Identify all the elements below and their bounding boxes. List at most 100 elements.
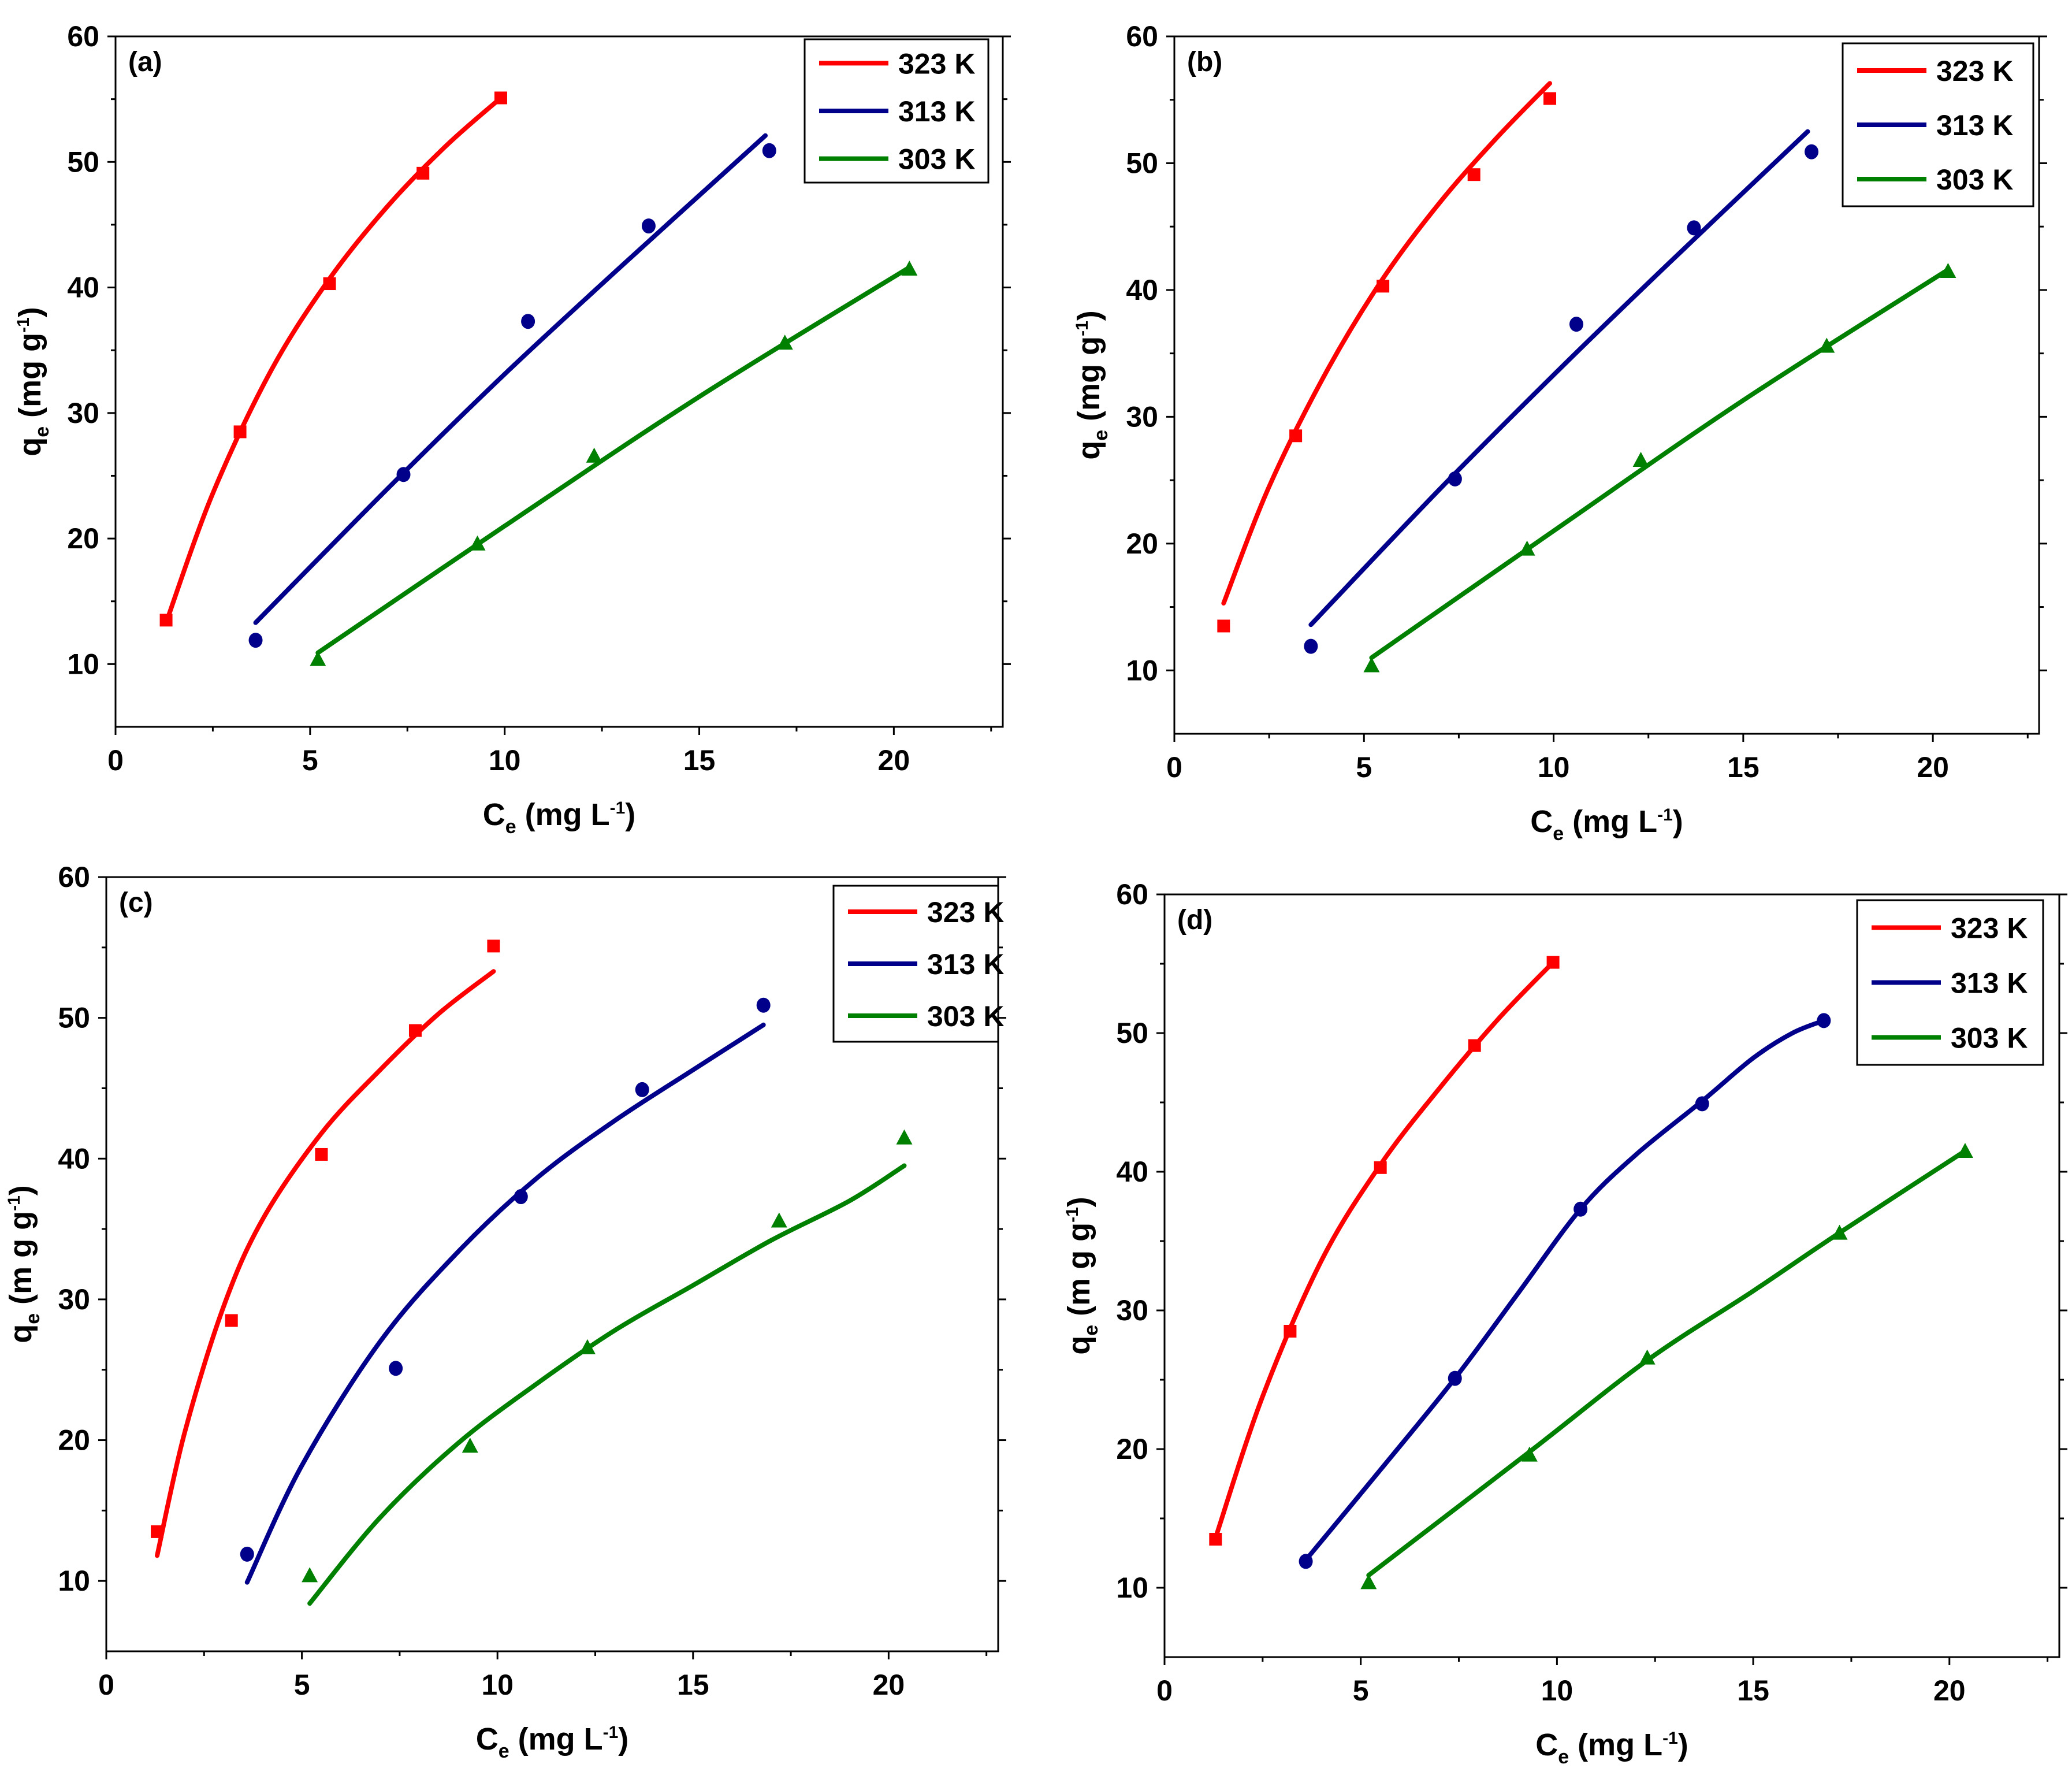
panel-label: (c)	[119, 887, 153, 918]
x-tick-label: 0	[98, 1669, 114, 1701]
y-tick-label: 30	[58, 1283, 90, 1316]
legend-label: 303 K	[898, 143, 975, 176]
data-point-313k	[1304, 638, 1318, 654]
data-point-303k	[1818, 337, 1835, 353]
fit-curve-313k	[1308, 129, 1810, 627]
data-point-313k	[1448, 471, 1462, 486]
data-point-303k	[776, 335, 793, 350]
data-point-313k	[641, 218, 656, 234]
y-tick-label: 20	[58, 1424, 90, 1457]
fit-curve-323k	[155, 969, 496, 1558]
y-tick-label: 10	[58, 1565, 90, 1597]
y-tick-label: 60	[58, 861, 90, 893]
fit-curve-313k	[1303, 1018, 1827, 1562]
data-point-323k	[1377, 280, 1390, 293]
data-point-303k	[579, 1339, 596, 1354]
x-tick-label: 15	[1727, 751, 1759, 783]
x-tick-label: 20	[1917, 751, 1949, 783]
data-point-323k	[1468, 1039, 1481, 1052]
fit-curve-323k	[1221, 81, 1553, 606]
data-point-323k	[1217, 619, 1230, 633]
x-tick-label: 5	[1356, 751, 1372, 783]
x-tick-label: 0	[107, 744, 124, 777]
x-tick-label: 5	[302, 744, 318, 777]
data-point-323k	[1374, 1161, 1387, 1174]
data-point-323k	[416, 166, 430, 180]
data-point-323k	[1209, 1533, 1222, 1546]
x-axis-title: Ce (mg L-1)	[483, 797, 636, 838]
x-tick-label: 10	[1541, 1674, 1573, 1707]
data-point-313k	[1695, 1096, 1709, 1112]
fit-curve-303k	[315, 265, 912, 655]
legend-label: 303 K	[927, 1000, 1004, 1033]
data-point-313k	[521, 314, 535, 329]
data-point-313k	[635, 1082, 649, 1097]
plot-frame	[114, 35, 1004, 728]
data-point-303k	[1639, 1349, 1656, 1365]
x-tick-label: 10	[489, 744, 521, 777]
data-point-323k	[151, 1525, 164, 1538]
data-point-323k	[323, 277, 336, 291]
panel-label: (a)	[128, 47, 162, 77]
data-point-323k	[487, 939, 500, 953]
panel-label: (d)	[1177, 905, 1212, 935]
chart-panel-a: 10 20 30 40 50 60 0 5 10 15 20 Ce (mg L-1) qe (mg g-…	[13, 20, 1011, 838]
data-point-313k	[1817, 1013, 1831, 1028]
fit-curve-323k	[163, 95, 503, 625]
data-point-323k	[1289, 429, 1303, 443]
y-tick-label: 20	[67, 522, 99, 555]
legend: 323 K 313 K 303 K	[1856, 899, 2044, 1066]
x-axis-title: Ce (mg L-1)	[1530, 804, 1683, 845]
x-tick-label: 15	[677, 1669, 709, 1701]
chart-panel-d: 10 20 30 40 50 60 0 5 10 15 20 Ce (mg L-1) qe (m g g…	[1062, 878, 2067, 1768]
fit-curve-303k	[1366, 1149, 1967, 1578]
legend-label: 313 K	[1936, 109, 2013, 142]
data-point-303k	[1940, 262, 1956, 278]
data-point-323k	[1546, 956, 1560, 969]
fit-curve-313k	[244, 1022, 766, 1585]
y-tick-label: 40	[1126, 274, 1158, 306]
y-axis-title: qe (mg g-1)	[13, 307, 53, 456]
x-tick-label: 10	[1538, 751, 1570, 783]
x-tick-label: 20	[1933, 1674, 1966, 1707]
data-point-303k	[1632, 451, 1649, 467]
y-tick-label: 60	[1116, 878, 1148, 911]
x-tick-label: 20	[873, 1669, 905, 1701]
data-point-313k	[1573, 1201, 1588, 1217]
y-tick-label: 50	[1116, 1017, 1148, 1049]
data-point-313k	[756, 997, 771, 1013]
panel-label: (b)	[1187, 47, 1222, 77]
y-tick-label: 30	[1116, 1294, 1148, 1327]
x-tick-label: 20	[878, 744, 910, 777]
plot-frame	[1163, 893, 2060, 1658]
y-tick-label: 50	[58, 1002, 90, 1034]
chart-panel-c: 10 20 30 40 50 60 0 5 10 15 20 Ce (mg L-1) qe (m g g…	[3, 861, 1006, 1762]
data-point-303k	[1956, 1143, 1973, 1158]
y-axis-title: qe (mg g-1)	[1072, 310, 1112, 460]
data-point-313k	[1805, 144, 1819, 159]
data-point-323k	[159, 614, 173, 627]
x-tick-label: 15	[683, 744, 716, 777]
x-tick-label: 0	[1156, 1674, 1173, 1707]
y-tick-label: 40	[58, 1142, 90, 1175]
legend-label: 313 K	[927, 948, 1004, 981]
x-tick-label: 15	[1737, 1674, 1769, 1707]
data-point-323k	[1467, 168, 1480, 181]
legend-label: 323 K	[1951, 912, 2028, 945]
data-point-303k	[1363, 657, 1380, 673]
legend-label: 323 K	[1936, 55, 2013, 87]
plot-frame	[1173, 35, 2040, 735]
legend: 323 K 313 K 303 K	[803, 38, 989, 184]
y-tick-label: 60	[1126, 20, 1158, 53]
y-tick-label: 10	[67, 648, 99, 680]
y-tick-label: 40	[67, 272, 99, 304]
legend-label: 303 K	[1936, 164, 2013, 196]
data-point-303k	[310, 651, 326, 666]
data-point-303k	[1831, 1224, 1848, 1240]
data-point-323k	[494, 91, 507, 105]
data-point-303k	[469, 535, 486, 551]
data-point-303k	[771, 1212, 787, 1228]
data-point-303k	[586, 447, 602, 463]
data-point-313k	[1569, 317, 1583, 332]
